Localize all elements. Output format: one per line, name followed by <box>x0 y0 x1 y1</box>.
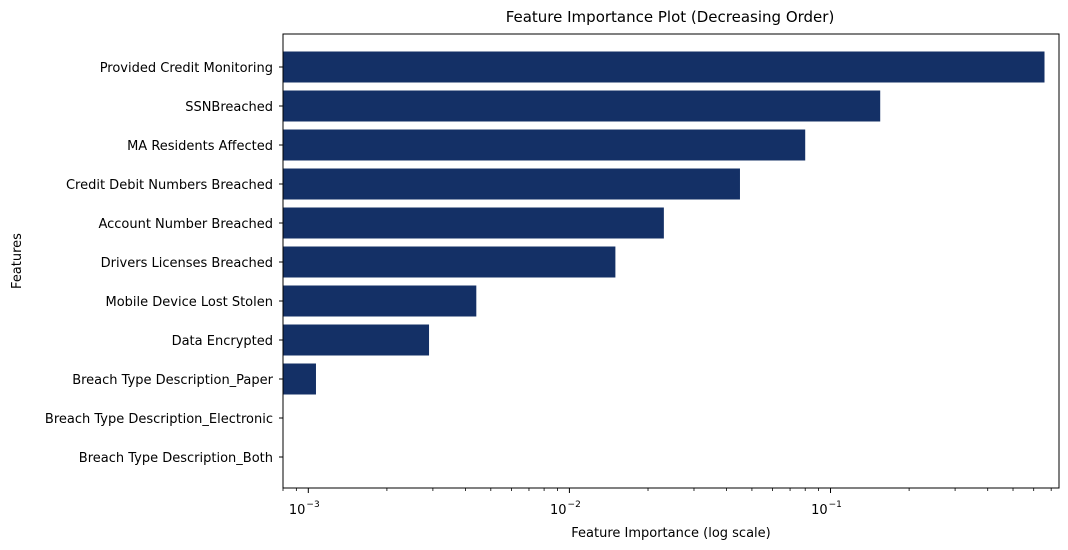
bar <box>283 207 664 239</box>
y-axis-label: Features <box>10 233 25 289</box>
x-tick-label: 10−2 <box>550 500 581 518</box>
plot-frame <box>282 33 1060 489</box>
y-tick-label: Breach Type Description_Both <box>79 451 273 466</box>
x-axis-label: Feature Importance (log scale) <box>571 526 770 541</box>
y-tick-label: Provided Credit Monitoring <box>100 61 273 76</box>
bar <box>283 51 1045 83</box>
y-tick-label: Mobile Device Lost Stolen <box>106 295 274 310</box>
bar <box>283 90 881 122</box>
bar <box>283 285 477 317</box>
bar <box>283 129 806 161</box>
y-tick-label: MA Residents Affected <box>127 139 273 154</box>
bar <box>283 363 316 395</box>
bar <box>283 246 616 278</box>
y-tick-label: SSNBreached <box>185 100 273 115</box>
y-tick-label: Drivers Licenses Breached <box>101 256 273 271</box>
y-tick-label: Credit Debit Numbers Breached <box>66 178 273 193</box>
y-tick-label: Data Encrypted <box>172 334 273 349</box>
x-tick-label: 10−1 <box>811 500 842 518</box>
bar <box>283 168 740 200</box>
x-axis-ticks: 10−3 10−2 10−1 <box>282 488 1052 518</box>
y-axis-ticks: Provided Credit Monitoring SSNBreached MA … <box>45 61 283 466</box>
y-tick-label: Breach Type Description_Paper <box>72 373 273 388</box>
y-tick-label: Account Number Breached <box>98 217 273 232</box>
chart-title: Feature Importance Plot (Decreasing Orde… <box>506 8 835 26</box>
bars-group <box>283 51 1045 395</box>
y-tick-label: Breach Type Description_Electronic <box>45 412 273 427</box>
x-tick-label: 10−3 <box>289 500 320 518</box>
bar <box>283 324 430 356</box>
